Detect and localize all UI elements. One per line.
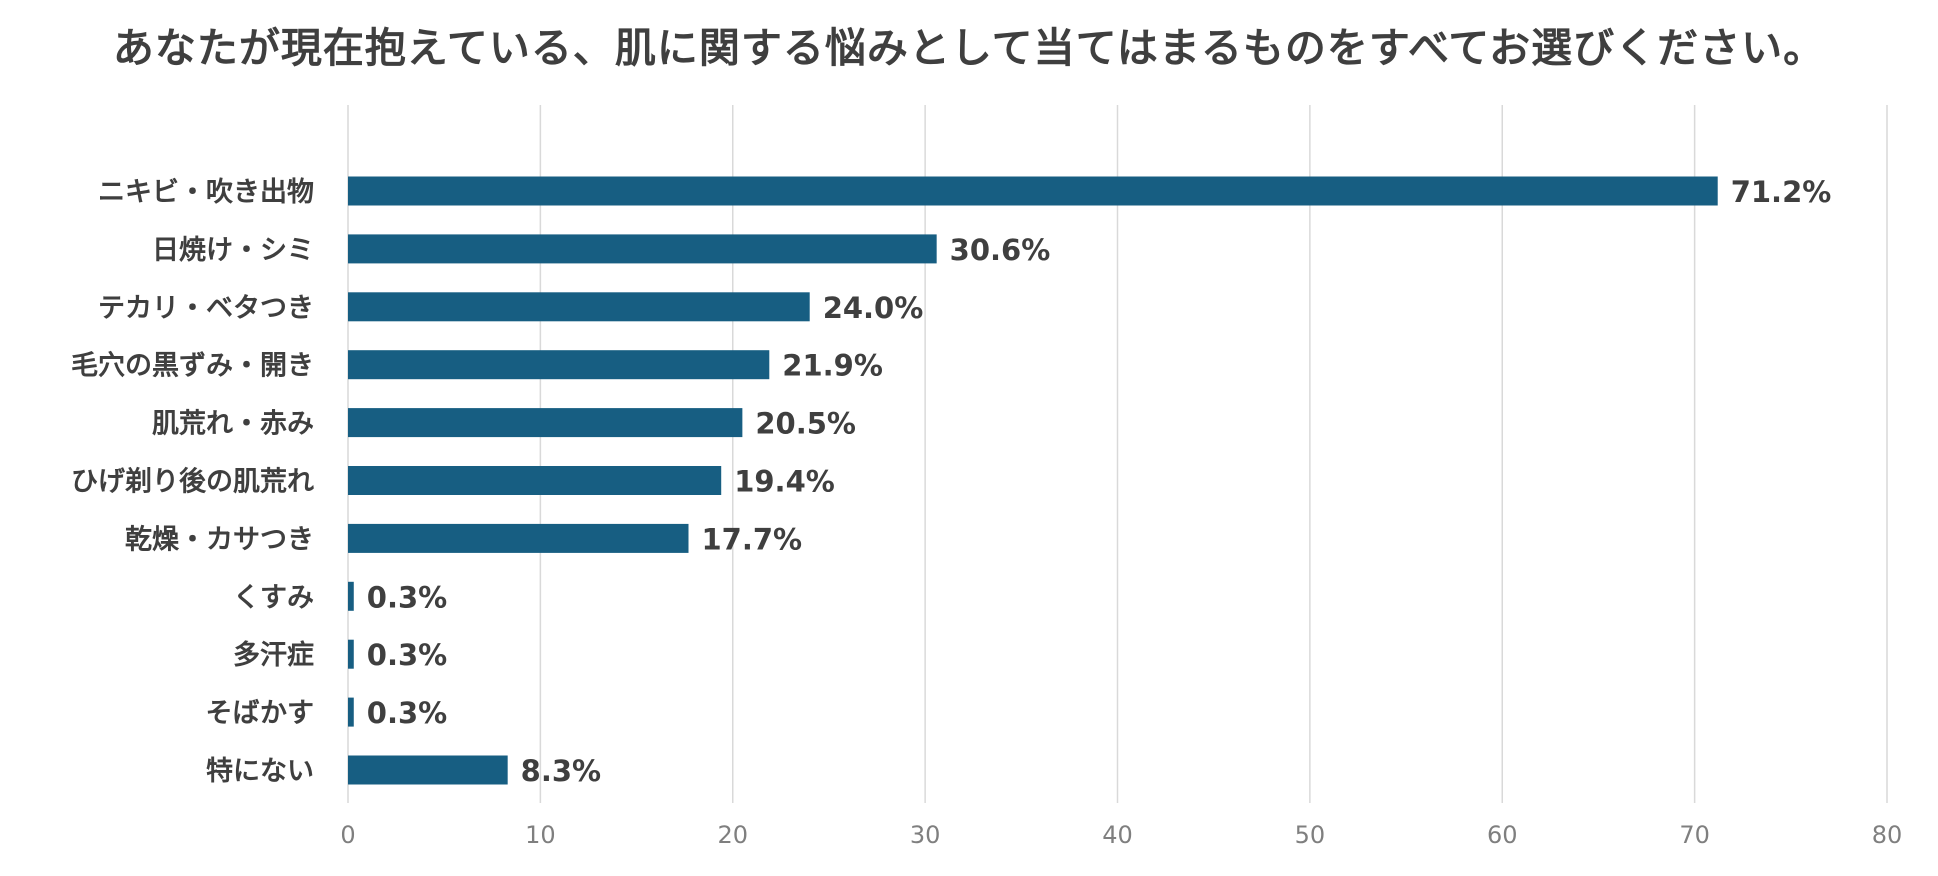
bar bbox=[348, 697, 354, 727]
data-label: 0.3% bbox=[367, 580, 447, 614]
category-label: 毛穴の黒ずみ・開き bbox=[71, 351, 314, 382]
bar bbox=[348, 234, 937, 264]
bar bbox=[348, 176, 1718, 206]
bar bbox=[348, 408, 743, 438]
category-label: 肌荒れ・赤み bbox=[152, 409, 314, 440]
data-label: 71.2% bbox=[1731, 175, 1832, 209]
data-label: 0.3% bbox=[367, 638, 447, 672]
bar bbox=[348, 581, 354, 611]
category-label: 特にない bbox=[206, 756, 314, 787]
data-label: 17.7% bbox=[702, 522, 803, 556]
bars bbox=[348, 176, 1718, 785]
x-tick-label: 50 bbox=[1295, 821, 1326, 849]
data-label: 20.5% bbox=[755, 407, 856, 441]
bar bbox=[348, 523, 689, 553]
category-labels: ニキビ・吹き出物日焼け・シミテカリ・ベタつき毛穴の黒ずみ・開き肌荒れ・赤みひげ剃… bbox=[71, 177, 314, 787]
category-label: 多汗症 bbox=[233, 640, 314, 671]
chart-title: あなたが現在抱えている、肌に関する悩みとして当てはまるものをすべてお選びください… bbox=[112, 24, 1826, 72]
bar bbox=[348, 350, 770, 380]
bar bbox=[348, 292, 810, 322]
x-tick-label: 0 bbox=[340, 821, 355, 849]
category-label: そばかす bbox=[205, 698, 314, 729]
data-labels: 71.2% 30.6% 24.0% 21.9% 20.5% 19.4% 17.7% 0.3% 0… bbox=[367, 175, 1832, 788]
x-tick-label: 70 bbox=[1679, 821, 1710, 849]
x-axis-tick-labels: 0 10 20 30 40 50 60 70 80 bbox=[340, 821, 1902, 849]
data-label: 0.3% bbox=[367, 696, 447, 730]
x-tick-label: 80 bbox=[1872, 821, 1903, 849]
data-label: 30.6% bbox=[950, 233, 1051, 267]
category-label: 日焼け・シミ bbox=[152, 235, 314, 266]
data-label: 21.9% bbox=[782, 349, 883, 383]
bar bbox=[348, 466, 722, 495]
category-label: ニキビ・吹き出物 bbox=[98, 177, 314, 208]
category-label: くすみ bbox=[233, 582, 314, 613]
category-label: 乾燥・カサつき bbox=[125, 524, 314, 555]
x-tick-label: 60 bbox=[1487, 821, 1518, 849]
category-label: ひげ剃り後の肌荒れ bbox=[71, 467, 314, 498]
bar bbox=[348, 755, 508, 785]
x-tick-label: 20 bbox=[717, 821, 748, 849]
x-tick-label: 40 bbox=[1102, 821, 1133, 849]
x-tick-label: 10 bbox=[525, 821, 556, 849]
data-label: 19.4% bbox=[734, 465, 835, 499]
data-label: 8.3% bbox=[521, 754, 601, 788]
x-tick-label: 30 bbox=[910, 821, 941, 849]
category-label: テカリ・ベタつき bbox=[98, 293, 314, 324]
grid-lines bbox=[347, 105, 1888, 803]
data-label: 24.0% bbox=[823, 291, 924, 325]
bar bbox=[348, 639, 354, 669]
